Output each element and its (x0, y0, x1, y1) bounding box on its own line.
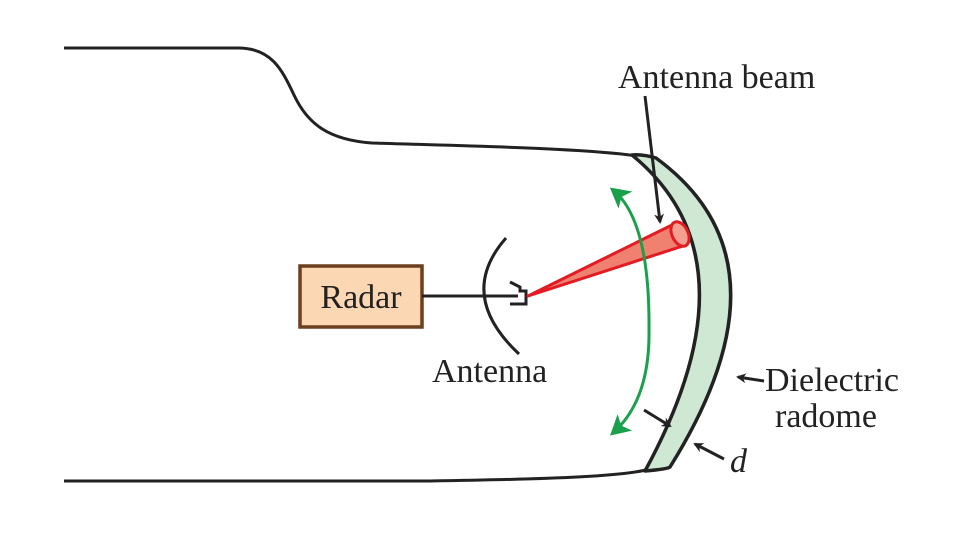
thickness-arrow-inner (643, 408, 672, 428)
antenna-label: Antenna (432, 353, 547, 390)
beam-scan-arrow (609, 187, 651, 331)
antenna-beam-leader (643, 95, 665, 224)
antenna-feed (509, 280, 528, 306)
fuselage-top-outline (64, 46, 651, 160)
thickness-d-label: d (730, 443, 748, 480)
thickness-arrow-outer (693, 442, 725, 461)
beam-scan-arrow (610, 329, 651, 436)
antenna-beam (526, 222, 688, 298)
fuselage-bottom-outline (64, 467, 651, 483)
dielectric-label: Dielectric (765, 362, 899, 399)
radome-label: radome (775, 398, 877, 435)
dielectric-radome (630, 153, 733, 473)
antenna-beam-label: Antenna beam (618, 59, 815, 96)
radome-leader (736, 373, 765, 384)
radar-label: Radar (320, 279, 402, 316)
antenna-beam-end (669, 220, 691, 248)
